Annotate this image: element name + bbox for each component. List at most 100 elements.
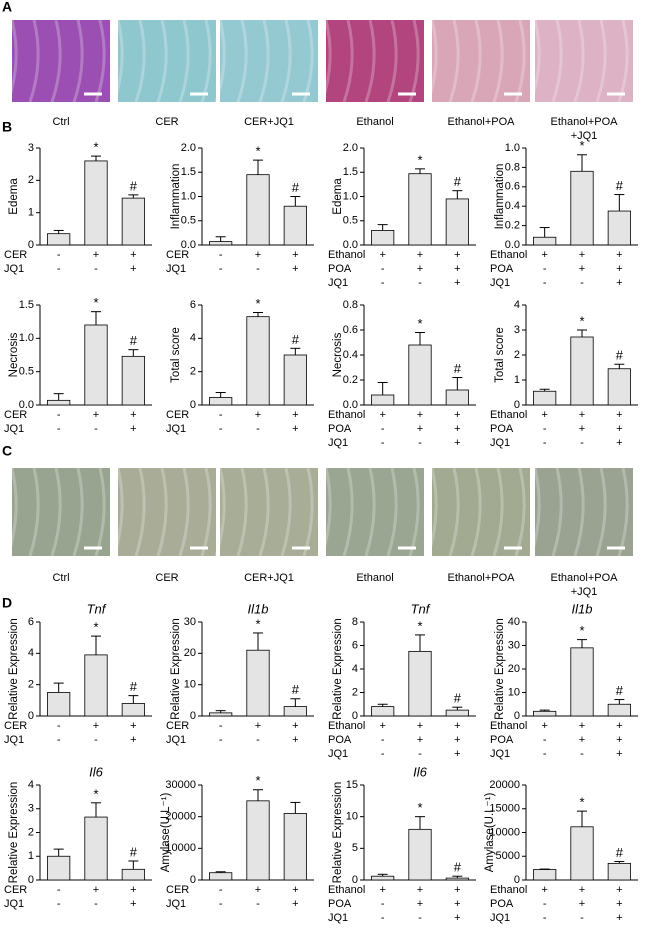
condition-sign: +: [454, 409, 460, 421]
y-tick-label: 10: [346, 811, 358, 823]
significance-mark: *: [579, 795, 584, 810]
bar: [408, 173, 432, 246]
error-bar: [53, 848, 64, 857]
condition-sign: -: [219, 263, 223, 275]
y-tick-label: 0.2: [343, 374, 358, 386]
condition-name: JQ1: [166, 263, 186, 275]
y-tick-label: 8: [352, 616, 358, 628]
condition-sign: +: [130, 249, 136, 261]
micrograph: [432, 468, 530, 556]
tissue-texture: [320, 19, 332, 103]
significance-mark: *: [579, 313, 584, 328]
condition-sign: +: [417, 884, 423, 896]
significance-mark: #: [616, 348, 624, 363]
condition-sign: +: [579, 734, 585, 746]
condition-sign: +: [130, 720, 136, 732]
error-bar: [128, 349, 139, 357]
condition-sign: -: [256, 263, 260, 275]
condition-sign: +: [292, 409, 298, 421]
y-tick-label: 2: [190, 366, 196, 378]
error-bar: [215, 871, 226, 873]
bar: [84, 654, 108, 717]
condition-sign: -: [381, 748, 385, 760]
y-tick-label: 20000: [165, 811, 196, 823]
condition-name: CER: [4, 720, 27, 732]
bar: [408, 344, 432, 406]
condition-sign: +: [417, 898, 423, 910]
y-tick-label: 1.5: [19, 299, 34, 311]
bar: [246, 174, 270, 246]
y-tick-label: 4: [352, 663, 358, 675]
error-bar: [128, 695, 139, 704]
condition-sign: +: [292, 263, 298, 275]
bar: [371, 230, 395, 246]
condition-sign: +: [292, 423, 298, 435]
micrograph: [118, 468, 216, 556]
tissue-texture: [426, 19, 438, 103]
error-bar: [253, 632, 263, 651]
condition-sign: +: [454, 720, 460, 732]
condition-sign: +: [454, 748, 460, 760]
condition-sign: +: [417, 734, 423, 746]
condition-name: POA: [490, 898, 514, 910]
bar: [533, 869, 557, 881]
significance-mark: *: [255, 616, 260, 631]
y-tick-label: 2: [514, 349, 520, 361]
y-axis-label: Necrosis: [332, 332, 344, 377]
error-bar: [377, 703, 388, 707]
tissue-texture: [178, 467, 190, 557]
y-axis-label: Edema: [8, 178, 20, 215]
condition-sign: +: [579, 423, 585, 435]
y-tick-label: 2: [28, 826, 34, 838]
micrograph: [326, 468, 424, 556]
condition-sign: +: [579, 720, 585, 732]
image-caption: Ethanol+POA: [448, 572, 516, 584]
error-bar: [577, 154, 587, 172]
micrograph: [220, 20, 318, 102]
condition-sign: +: [292, 720, 298, 732]
condition-name: JQ1: [166, 734, 186, 746]
condition-sign: +: [130, 263, 136, 275]
condition-sign: +: [292, 898, 298, 910]
tissue-texture: [280, 467, 292, 557]
condition-sign: +: [130, 734, 136, 746]
panel-letter: B: [2, 119, 12, 135]
error-bar: [290, 347, 301, 355]
y-tick-label: 1: [28, 850, 34, 862]
bar: [209, 872, 233, 881]
condition-sign: -: [381, 437, 385, 449]
condition-sign: +: [454, 423, 460, 435]
condition-sign: -: [219, 249, 223, 261]
significance-mark: #: [130, 844, 138, 859]
condition-sign: -: [580, 748, 584, 760]
condition-name: Ethanol: [328, 409, 365, 421]
y-tick-label: 1.0: [19, 332, 34, 344]
y-tick-label: 0: [190, 710, 196, 722]
tissue-texture: [448, 19, 460, 103]
error-bar: [377, 382, 388, 395]
y-tick-label: 0: [28, 874, 34, 886]
condition-sign: +: [616, 720, 622, 732]
significance-mark: #: [454, 691, 462, 706]
error-bar: [539, 227, 550, 238]
significance-mark: *: [255, 144, 260, 159]
condition-sign: -: [543, 423, 547, 435]
condition-sign: +: [541, 720, 547, 732]
y-tick-label: 15: [346, 779, 358, 791]
tissue-texture: [426, 467, 438, 557]
condition-name: Ethanol: [328, 884, 365, 896]
significance-mark: *: [93, 620, 98, 635]
condition-sign: -: [418, 748, 422, 760]
condition-sign: +: [579, 884, 585, 896]
y-tick-label: 0.5: [19, 366, 34, 378]
condition-sign: -: [94, 898, 98, 910]
condition-name: Ethanol: [328, 720, 365, 732]
tissue-texture: [573, 19, 585, 103]
bar: [445, 389, 469, 406]
bar: [533, 710, 557, 717]
image-caption: +JQ1: [571, 586, 598, 598]
condition-sign: -: [57, 423, 61, 435]
bar: [84, 816, 108, 881]
condition-name: JQ1: [4, 423, 24, 435]
condition-name: Ethanol: [490, 884, 527, 896]
